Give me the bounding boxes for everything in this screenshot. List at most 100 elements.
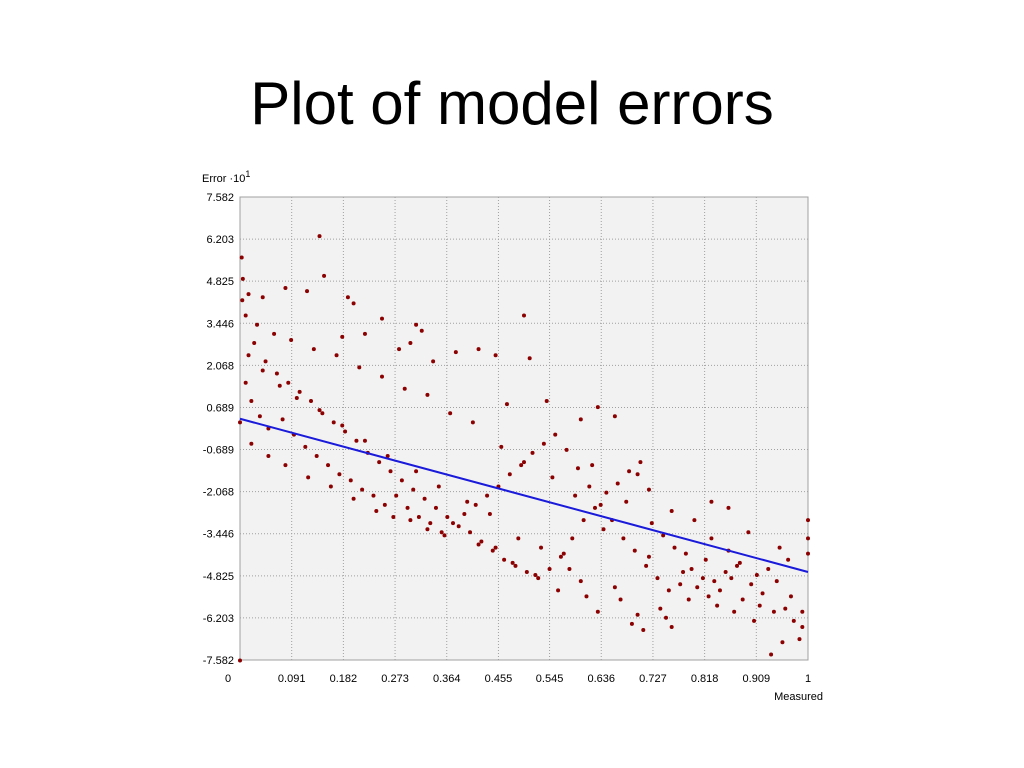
scatter-point (649, 521, 654, 526)
x-tick-label: 0.091 (278, 673, 306, 685)
scatter-point (380, 316, 384, 321)
scatter-point (553, 432, 558, 437)
scatter-point (703, 557, 708, 562)
scatter-point (493, 353, 498, 358)
y-tick-labels: 7.582 6.203 4.825 3.446 2.068 0.689 -0.689 -2.0… (203, 192, 234, 667)
scatter-point (414, 469, 419, 474)
scatter-point (402, 386, 407, 391)
scatter-point (629, 621, 634, 626)
scatter-point (746, 530, 751, 535)
scatter-point (567, 566, 572, 571)
scatter-point (806, 551, 810, 556)
scatter-point (283, 286, 288, 291)
scatter-point (476, 542, 481, 547)
scatter-point (573, 493, 578, 498)
scatter-point (769, 652, 774, 657)
scatter-point (249, 399, 254, 404)
x-tick-label: 0.182 (330, 673, 358, 685)
x-tick-label: 0.818 (691, 673, 719, 685)
scatter-point (422, 496, 427, 501)
slide-title: Plot of model errors (250, 70, 774, 137)
scatter-point (399, 478, 404, 483)
scatter-point (371, 493, 376, 498)
scatter-point (612, 585, 617, 590)
scatter-point (507, 472, 512, 477)
scatter-point (476, 347, 481, 352)
scatter-point (326, 463, 331, 468)
x-tick-label: 0.909 (743, 673, 771, 685)
scatter-point (598, 502, 603, 507)
scatter-point (683, 551, 688, 556)
scatter-point (439, 530, 444, 535)
scatter-point (760, 591, 765, 596)
scatter-point (604, 490, 609, 495)
scatter-point (522, 460, 526, 465)
scatter-point (433, 505, 438, 510)
scatter-point (593, 505, 597, 510)
x-tick-label: 0.364 (433, 673, 461, 685)
y-tick-label: -0.689 (203, 445, 234, 457)
scatter-point (391, 515, 396, 520)
scatter-point (646, 554, 651, 559)
scatter-point (470, 420, 475, 425)
scatter-point (493, 545, 498, 550)
scatter-point (635, 472, 640, 477)
scatter-points (238, 234, 810, 663)
scatter-point (240, 298, 245, 303)
scatter-point (456, 524, 461, 529)
scatter-point (343, 429, 348, 434)
scatter-point (240, 276, 245, 281)
scatter-point (453, 350, 458, 355)
plot-frame (239, 196, 809, 661)
scatter-point (385, 453, 390, 458)
scatter-point (266, 453, 271, 458)
scatter-point (322, 273, 327, 278)
scatter-point (428, 521, 433, 526)
scatter-point (309, 399, 313, 404)
scatter-point (314, 453, 319, 458)
y-tick-label: -3.446 (203, 529, 234, 541)
scatter-point (641, 628, 646, 633)
scatter-point (331, 420, 336, 425)
scatter-point (584, 594, 589, 599)
scatter-point (544, 399, 549, 404)
scatter-point (689, 566, 694, 571)
scatter-point (686, 597, 691, 602)
scatter-point (239, 255, 244, 260)
scatter-point (800, 609, 805, 614)
scatter-point (578, 579, 583, 584)
trend-line-group (239, 417, 809, 573)
scatter-point (425, 527, 430, 532)
scatter-point (658, 606, 663, 611)
x-tick-label: 0.273 (381, 673, 409, 685)
scatter-point (740, 597, 745, 602)
x-tick-label: 0.727 (639, 673, 667, 685)
x-tick-label: 1 (805, 673, 811, 685)
scatter-point (638, 460, 643, 465)
scatter-point (757, 603, 762, 608)
scatter-point (533, 573, 538, 578)
scatter-point (445, 515, 450, 520)
scatter-point (615, 481, 620, 486)
scatter-point (311, 347, 316, 352)
scatter-point (783, 606, 788, 611)
scatter-point (257, 414, 262, 419)
scatter-point (382, 502, 387, 507)
scatter-point (752, 618, 757, 623)
scatter-point (513, 563, 518, 568)
scatter-point (797, 637, 802, 642)
scatter-point (644, 563, 649, 568)
scatter-point (669, 508, 674, 513)
scatter-point (351, 301, 356, 306)
scatter-point (729, 576, 734, 581)
scatter-point (255, 322, 260, 327)
scatter-point (354, 438, 359, 443)
y-tick-label: -6.203 (203, 613, 234, 625)
scatter-point (397, 347, 402, 352)
y-tick-label: -7.582 (203, 655, 234, 667)
scatter-point (627, 469, 632, 474)
y-axis-title: Error ·101 (202, 169, 250, 185)
scatter-point (723, 570, 728, 575)
scatter-point (249, 441, 254, 446)
